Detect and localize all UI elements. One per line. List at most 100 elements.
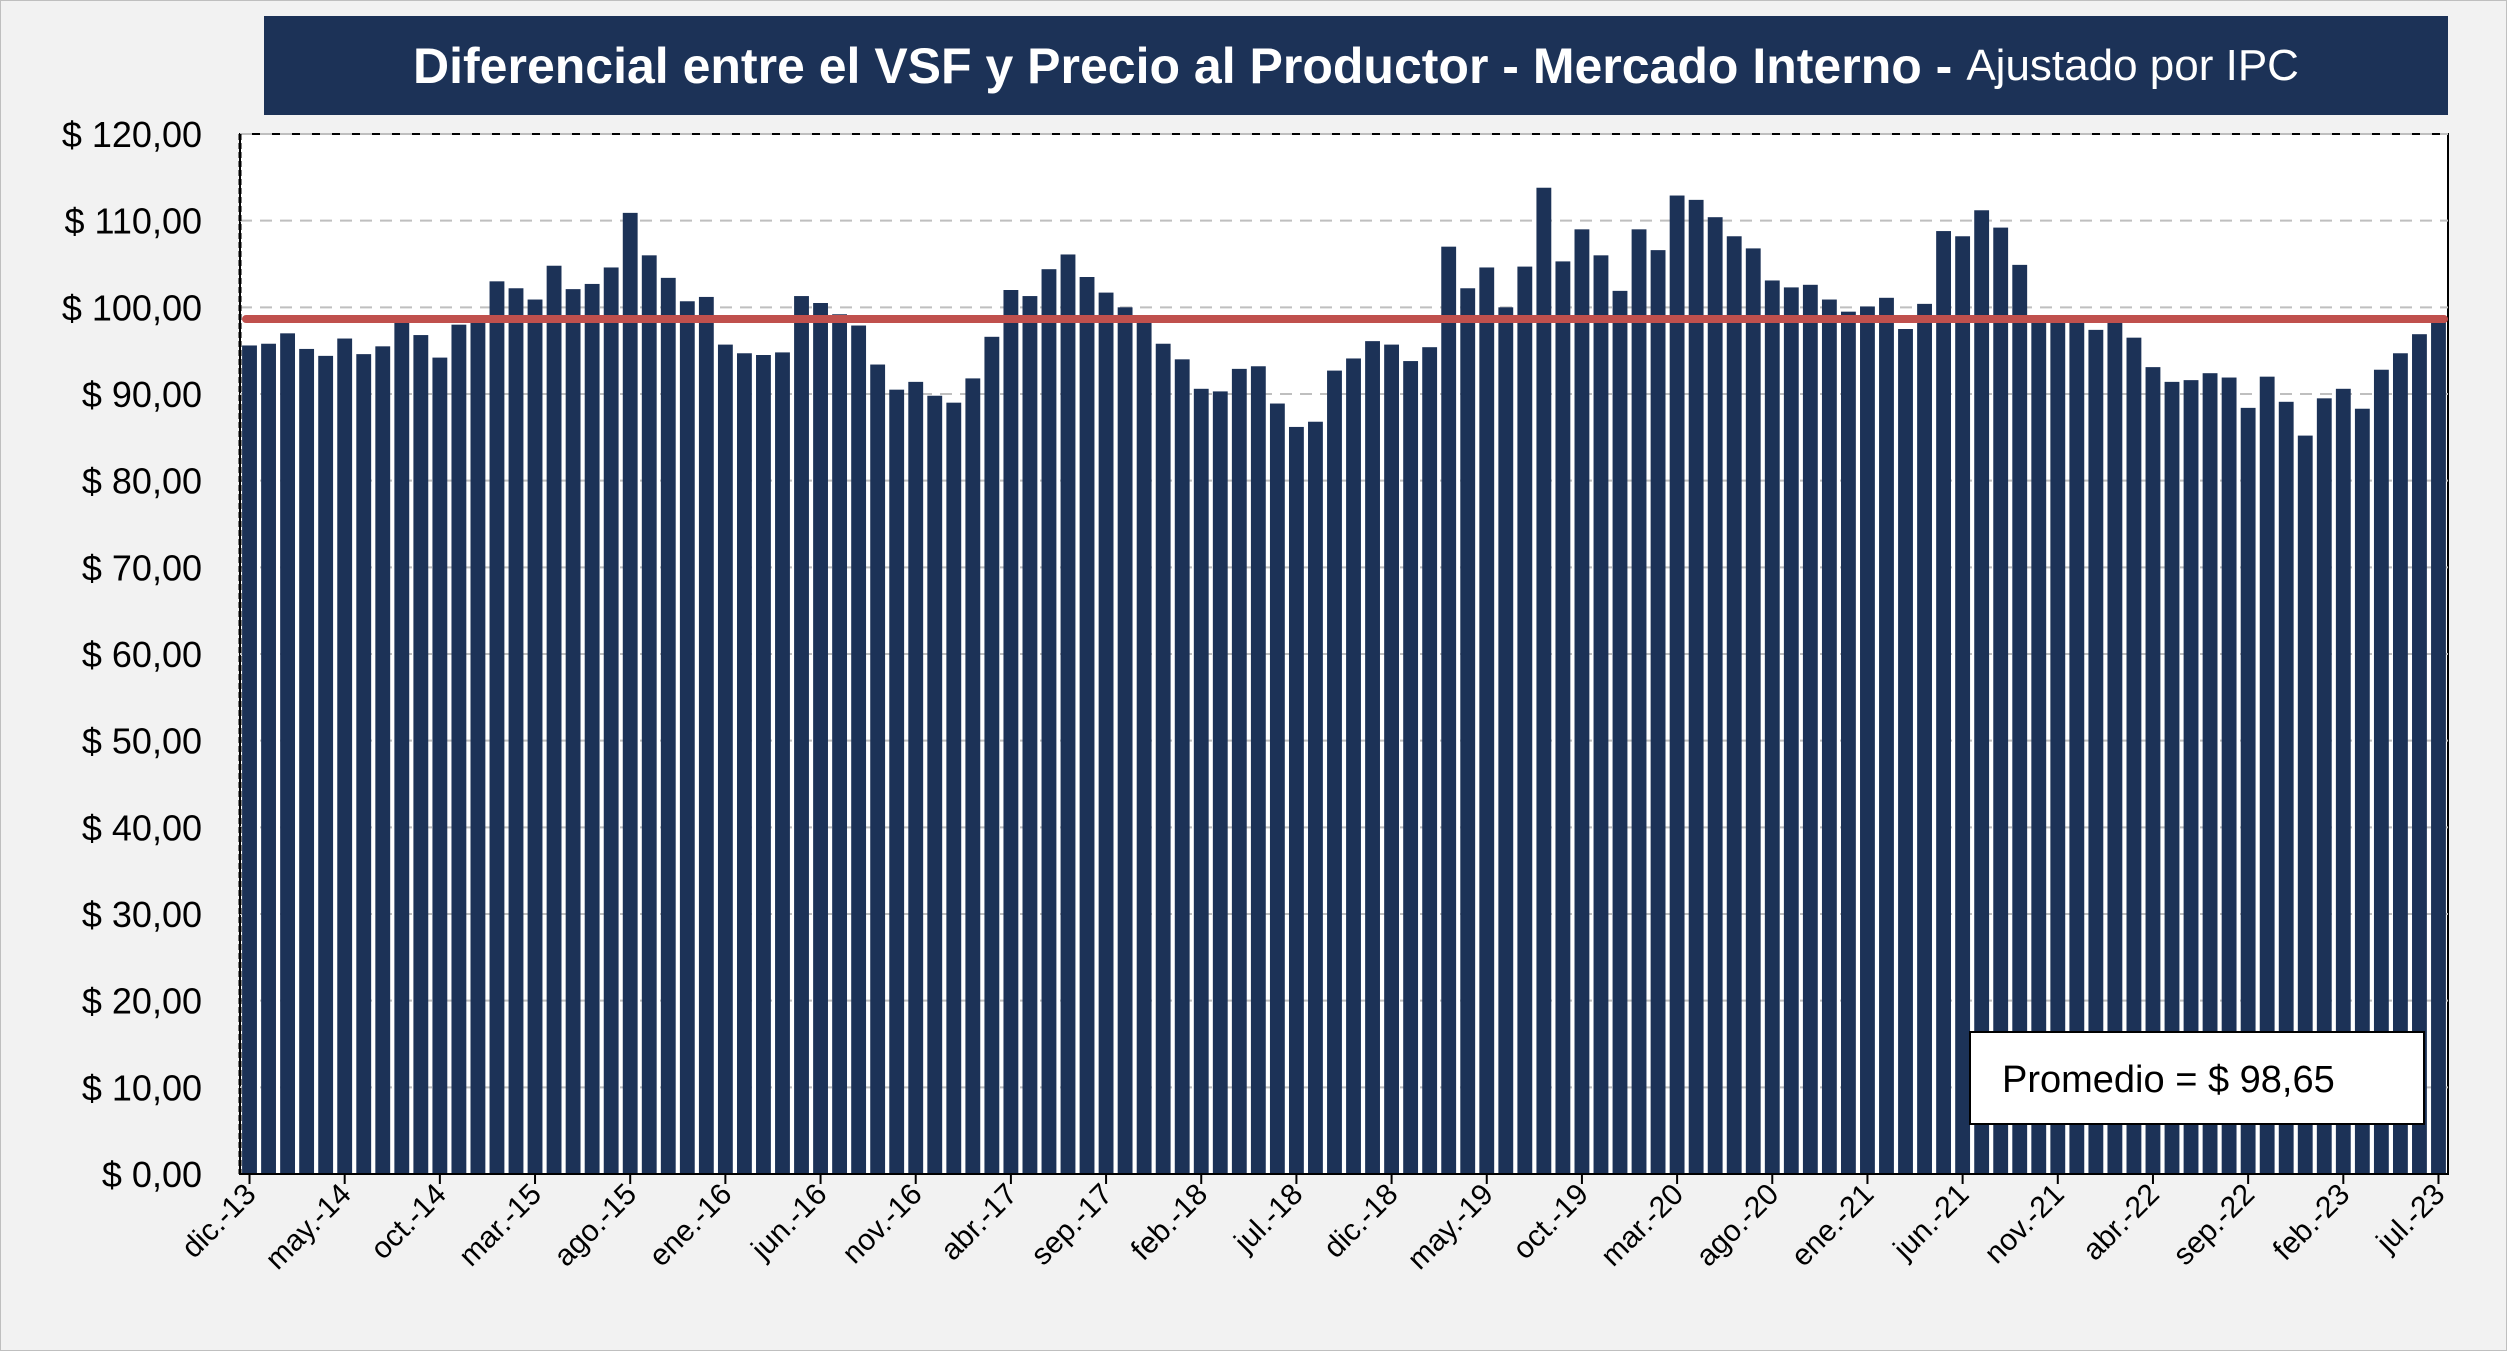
x-tick-label: nov.-21: [1978, 1178, 2071, 1271]
bar: [2031, 320, 2047, 1174]
bar: [1193, 388, 1209, 1174]
x-tick-label: feb.-18: [1125, 1178, 1214, 1267]
bar: [2240, 407, 2256, 1174]
bar: [1155, 343, 1171, 1174]
bar: [1974, 210, 1990, 1174]
bar: [2202, 373, 2218, 1174]
bar: [736, 353, 752, 1174]
bar: [1745, 248, 1761, 1174]
bars: [242, 187, 2446, 1175]
x-tick-label: oct.-14: [365, 1178, 453, 1266]
bar: [318, 355, 334, 1174]
x-tick-label: abr.-17: [934, 1178, 1023, 1267]
x-tick-label: sep.-22: [2167, 1178, 2261, 1272]
bar: [1136, 320, 1152, 1174]
bar: [1783, 287, 1799, 1174]
y-tick-label: $ 80,00: [82, 461, 202, 502]
bar: [1308, 421, 1323, 1174]
y-tick-label: $ 60,00: [82, 634, 202, 675]
bar: [2145, 367, 2161, 1175]
bar: [679, 301, 695, 1174]
y-axis-labels: $ 0,00 $ 10,00 $ 20,00 $ 30,00 $ 40,00 $ 50,0…: [62, 114, 202, 1195]
bar: [660, 277, 676, 1174]
bar: [356, 354, 372, 1175]
bar: [242, 345, 257, 1174]
average-label-box: [1969, 1031, 2425, 1125]
x-tick-label: may.-19: [1401, 1178, 1499, 1276]
bar: [1574, 229, 1590, 1175]
bar: [1327, 370, 1342, 1175]
bar: [1231, 368, 1247, 1174]
y-tick-label: $ 50,00: [82, 721, 202, 762]
bar: [717, 344, 733, 1175]
y-tick-label: $ 10,00: [82, 1067, 202, 1108]
x-tick-label: jul.-23: [2370, 1178, 2452, 1260]
bar: [1726, 236, 1742, 1174]
chart-title: Diferencial entre el VSF y Precio al Pro…: [413, 37, 1953, 94]
bar: [2297, 435, 2313, 1175]
bar: [965, 378, 981, 1174]
bar: [775, 352, 790, 1174]
bar: [1288, 426, 1304, 1174]
bar: [1022, 296, 1038, 1175]
bar: [1174, 359, 1190, 1174]
x-tick-label: ago.-20: [1690, 1178, 1785, 1273]
bar: [1555, 261, 1571, 1174]
bar: [1821, 299, 1837, 1174]
bar: [1365, 341, 1380, 1175]
bar: [2392, 353, 2408, 1174]
bar: [451, 324, 467, 1175]
bar: [1250, 366, 1266, 1174]
bar: [2164, 381, 2180, 1174]
x-tick-label: jun.-21: [1887, 1178, 1976, 1267]
y-tick-label: $ 100,00: [62, 287, 202, 328]
bar: [1688, 199, 1704, 1174]
x-tick-label: mar.-15: [453, 1178, 548, 1273]
axes: [238, 134, 2448, 1184]
bar: [1269, 403, 1285, 1174]
bar: [1384, 344, 1400, 1175]
bar: [1079, 277, 1095, 1174]
bar: [2335, 388, 2351, 1174]
bar: [2412, 334, 2427, 1174]
bar: [2088, 329, 2104, 1174]
x-tick-label: jun.-16: [745, 1178, 834, 1267]
bar: [1422, 347, 1438, 1174]
bar: [1631, 229, 1647, 1175]
bar: [889, 389, 905, 1175]
bar: [1917, 303, 1932, 1174]
bar: [584, 283, 600, 1174]
bar: [2126, 337, 2142, 1175]
bar: [851, 325, 867, 1174]
chart-title-bar: Diferencial entre el VSF y Precio al Pro…: [264, 16, 2448, 115]
y-tick-label: $ 30,00: [82, 894, 202, 935]
x-tick-label: jul.-18: [1228, 1178, 1310, 1260]
bar: [470, 322, 486, 1175]
bar: [1612, 290, 1628, 1174]
bar: [1936, 231, 1952, 1175]
bar: [2259, 376, 2275, 1175]
x-tick-label: ene.-21: [1785, 1178, 1880, 1273]
x-tick-label: sep.-17: [1025, 1178, 1119, 1272]
bar: [2373, 369, 2389, 1174]
bar: [1117, 307, 1133, 1174]
bar: [489, 281, 505, 1174]
y-tick-label: $ 90,00: [82, 374, 202, 415]
bar: [1879, 297, 1894, 1174]
bar: [641, 255, 657, 1175]
bar: [2069, 316, 2085, 1174]
bar: [870, 364, 886, 1174]
x-tick-label: feb.-23: [2267, 1178, 2356, 1267]
y-tick-label: $ 70,00: [82, 547, 202, 588]
bar: [1517, 266, 1533, 1175]
bar: [2221, 377, 2237, 1174]
bar: [2316, 398, 2332, 1174]
bar: [1669, 195, 1685, 1175]
x-tick-label: ene.-16: [643, 1178, 738, 1273]
bar: [1593, 255, 1609, 1175]
bar: [1212, 391, 1228, 1174]
average-box: Promedio = $ 98,65: [1969, 1031, 2425, 1125]
bar: [565, 289, 581, 1175]
bar: [794, 296, 809, 1175]
